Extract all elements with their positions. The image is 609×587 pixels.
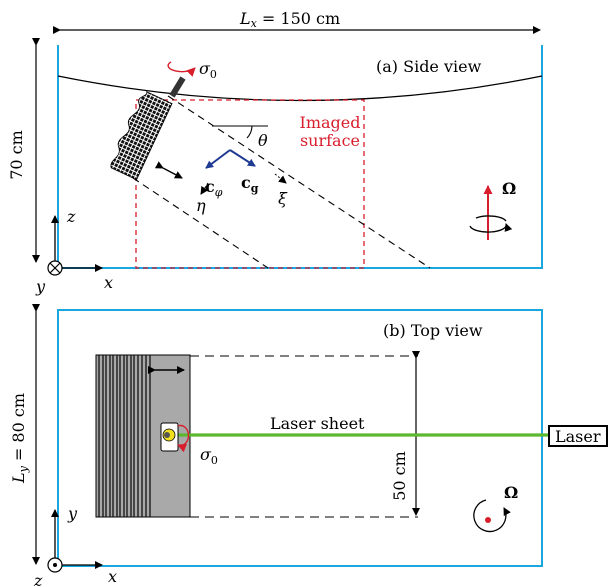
c-phi-label: cφ	[205, 177, 223, 199]
laser-box	[548, 425, 608, 447]
side-omega-rotation-icon	[469, 185, 513, 240]
top-axis-z-label: z	[33, 571, 43, 587]
top-view-title: (b) Top view	[383, 321, 483, 340]
top-sigma-rotation-icon	[177, 424, 190, 453]
side-omega-label: Ω	[502, 179, 516, 198]
theta-arc	[246, 125, 253, 139]
top-omega-rotation-icon	[473, 499, 511, 533]
side-oscillation-arrow	[154, 161, 183, 179]
top-view-panel: Ly = 80 cm	[9, 304, 608, 587]
side-axis-x-label: x	[104, 273, 113, 292]
side-view-title: (a) Side view	[376, 57, 482, 76]
side-axes	[47, 215, 103, 276]
top-omega-label: Ω	[504, 483, 518, 502]
ly-dimension-label: Ly = 80 cm	[9, 393, 30, 484]
free-surface-curve	[57, 75, 543, 102]
c-g-vector	[229, 149, 256, 167]
eta-label: η	[196, 196, 206, 215]
beam-upper-line	[167, 95, 431, 269]
side-sigma-label: σ0	[199, 59, 217, 81]
width-50-label: 50 cm	[390, 451, 409, 501]
top-axis-y-label: y	[67, 504, 78, 523]
c-phi-vector	[205, 149, 231, 169]
top-tank-outline	[57, 309, 543, 567]
theta-label: θ	[258, 131, 268, 150]
side-axis-y-label: y	[35, 277, 46, 296]
beam-lower-line	[132, 177, 269, 269]
top-axes	[47, 509, 103, 573]
side-axis-z-label: z	[66, 207, 76, 226]
c-g-label: cg	[241, 173, 259, 195]
side-wavemaker	[110, 90, 173, 181]
side-sigma-rotation-icon	[167, 61, 196, 77]
imaged-surface-label-line2: surface	[300, 131, 360, 150]
top-axis-x-label: x	[108, 567, 117, 586]
side-view-panel: Lx = 150 cm 70 cm Imaged surface σ0 θ	[7, 9, 543, 296]
height-dimension-label: 70 cm	[7, 130, 26, 180]
xi-axis-arrow	[274, 173, 287, 184]
camera-icon	[160, 422, 179, 452]
xi-label: ξ	[278, 189, 288, 208]
laser-box-label: Laser	[555, 427, 601, 446]
laser-sheet-label: Laser sheet	[270, 414, 365, 433]
imaged-surface-label-line1: Imaged	[300, 113, 361, 132]
side-wavemaker-rod	[169, 76, 186, 98]
top-sigma-label: σ0	[200, 445, 218, 467]
lx-dimension-label: Lx = 150 cm	[239, 9, 340, 30]
